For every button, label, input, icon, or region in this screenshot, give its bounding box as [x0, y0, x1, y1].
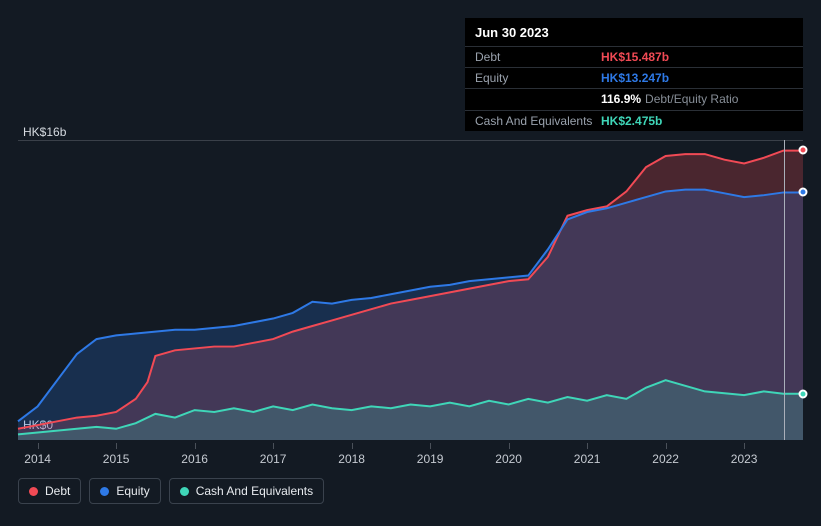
x-tick-mark: [352, 443, 353, 449]
crosshair-line: [784, 140, 785, 440]
legend-item-label: Cash And Equivalents: [196, 484, 313, 498]
x-tick-mark: [38, 443, 39, 449]
tooltip-row-value: HK$2.475b: [601, 114, 662, 128]
x-tick-mark: [744, 443, 745, 449]
equity-legend-dot-icon: [100, 487, 109, 496]
x-tick-mark: [509, 443, 510, 449]
x-tick-label: 2020: [495, 452, 522, 466]
tooltip-row-label: Cash And Equivalents: [475, 114, 601, 128]
chart-svg: [18, 141, 803, 440]
x-tick-label: 2015: [103, 452, 130, 466]
legend-item-cash[interactable]: Cash And Equivalents: [169, 478, 324, 504]
tooltip-row-suffix: Debt/Equity Ratio: [645, 92, 738, 106]
x-tick-label: 2023: [731, 452, 758, 466]
x-tick-mark: [587, 443, 588, 449]
x-tick-mark: [430, 443, 431, 449]
legend-item-debt[interactable]: Debt: [18, 478, 81, 504]
legend-item-equity[interactable]: Equity: [89, 478, 160, 504]
debt-legend-dot-icon: [29, 487, 38, 496]
cash-marker-icon: [799, 389, 808, 398]
legend-item-label: Equity: [116, 484, 149, 498]
x-tick-label: 2019: [417, 452, 444, 466]
tooltip-row: DebtHK$15.487b: [465, 46, 803, 67]
x-tick-label: 2018: [338, 452, 365, 466]
legend-item-label: Debt: [45, 484, 70, 498]
tooltip-row: 116.9% Debt/Equity Ratio: [465, 88, 803, 109]
x-tick-label: 2017: [260, 452, 287, 466]
plot-area[interactable]: [18, 140, 803, 440]
x-tick-mark: [666, 443, 667, 449]
chart-tooltip: Jun 30 2023 DebtHK$15.487bEquityHK$13.24…: [465, 18, 803, 131]
x-tick-label: 2014: [24, 452, 51, 466]
y-axis-max-label: HK$16b: [23, 125, 66, 139]
tooltip-row-value: 116.9%: [601, 92, 641, 106]
equity-marker-icon: [799, 187, 808, 196]
x-tick-label: 2016: [181, 452, 208, 466]
tooltip-row: EquityHK$13.247b: [465, 67, 803, 88]
x-tick-label: 2021: [574, 452, 601, 466]
cash-legend-dot-icon: [180, 487, 189, 496]
x-axis-ticks: 2014 2015 2016 2017 2018 2019 2020 2021 2022 2023: [18, 446, 803, 466]
x-tick-mark: [195, 443, 196, 449]
x-tick-mark: [116, 443, 117, 449]
chart-container: Jun 30 2023 DebtHK$15.487bEquityHK$13.24…: [18, 0, 803, 526]
tooltip-row-label: Debt: [475, 50, 601, 64]
tooltip-title: Jun 30 2023: [465, 18, 803, 46]
tooltip-row: Cash And EquivalentsHK$2.475b: [465, 110, 803, 131]
chart-legend: Debt Equity Cash And Equivalents: [18, 478, 324, 504]
tooltip-row-value: HK$13.247b: [601, 71, 669, 85]
x-tick-mark: [273, 443, 274, 449]
tooltip-row-label: Equity: [475, 71, 601, 85]
debt-marker-icon: [799, 145, 808, 154]
x-tick-label: 2022: [652, 452, 679, 466]
tooltip-row-value: HK$15.487b: [601, 50, 669, 64]
